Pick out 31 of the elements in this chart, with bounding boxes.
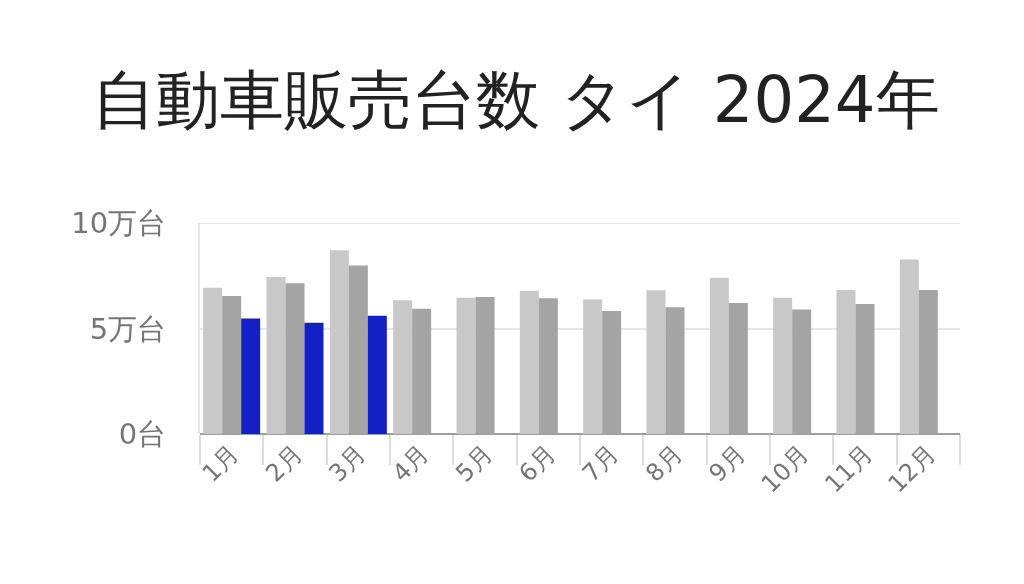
x-tick-label: 6月 (513, 439, 562, 488)
x-tick-label: 7月 (576, 439, 625, 488)
bar (519, 290, 539, 434)
y-tick-label: 5万台 (89, 311, 167, 346)
x-tick-label: 5月 (450, 439, 498, 488)
x-tick-label: 4月 (386, 439, 435, 488)
bar (304, 322, 324, 434)
bar (329, 250, 349, 434)
x-tick-label: 1月 (196, 439, 245, 488)
bar (393, 300, 413, 434)
x-tick-label: 10月 (756, 439, 815, 499)
bar (456, 297, 476, 434)
x-tick-label: 8月 (640, 439, 688, 488)
bar (203, 287, 223, 434)
y-tick-label: 10万台 (71, 206, 167, 241)
chart-title: 自動車販売台数 タイ 2024年 (92, 63, 940, 138)
bar (241, 318, 261, 434)
bar (899, 259, 919, 434)
x-tick-label: 3月 (323, 439, 372, 488)
x-tick-label: 2月 (260, 439, 308, 488)
bar (646, 290, 666, 434)
bar (709, 277, 729, 434)
bar (266, 277, 286, 434)
bar (583, 299, 603, 434)
x-tick-label: 9月 (703, 439, 752, 488)
bar (836, 290, 856, 434)
bar (773, 297, 793, 434)
y-tick-label: 0台 (118, 417, 167, 452)
x-tick-label: 11月 (819, 439, 878, 499)
x-tick-label: 12月 (882, 439, 942, 499)
bar (367, 315, 387, 434)
